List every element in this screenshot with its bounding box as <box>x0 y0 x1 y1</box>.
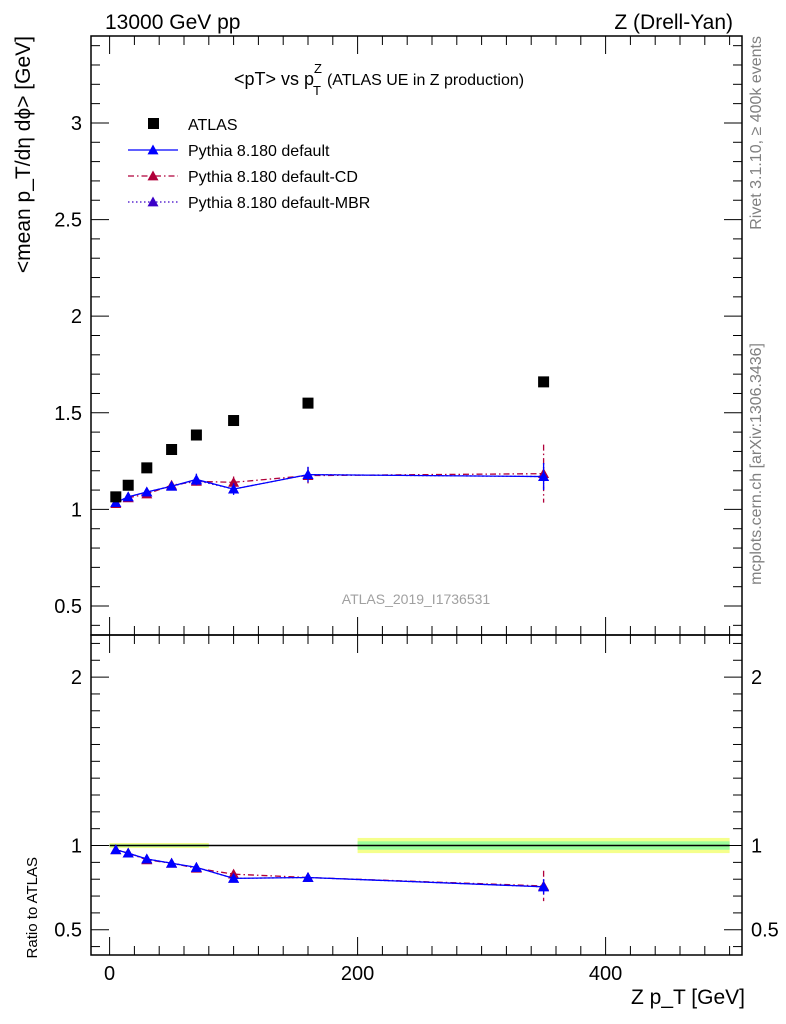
main-atlas-point <box>302 397 314 409</box>
ratio-ytick-label-right: 1 <box>751 836 762 858</box>
main-atlas-point <box>228 415 240 427</box>
legend-entry-label: Pythia 8.180 default <box>188 143 330 160</box>
legend-marker <box>147 144 159 155</box>
legend-marker <box>147 170 159 181</box>
mcplots-label: mcplots.cern.ch [arXiv:1306.3436] <box>748 343 765 585</box>
ratio-ytick-label-right: 0.5 <box>751 920 779 942</box>
legend-entry-label: Pythia 8.180 default-CD <box>188 169 358 186</box>
main-series-point <box>122 491 134 502</box>
ratio-bands <box>109 837 730 854</box>
main-ytick-label: 1.5 <box>54 403 82 425</box>
xlabel: Z p_T [GeV] <box>631 986 745 1009</box>
legend: ATLAS Pythia 8.180 default Pythia 8.180 de… <box>128 117 370 212</box>
ratio-series-line <box>115 849 544 888</box>
title-superscript: Z <box>314 61 322 76</box>
main-series-line <box>115 473 544 504</box>
ratio-series-line <box>115 849 544 887</box>
ratio-ytick-label: 1 <box>71 836 82 858</box>
main-series-point <box>190 473 202 484</box>
ratio-series-point <box>122 847 134 858</box>
ratio-series-point <box>302 872 314 882</box>
main-ytick-label: 2.5 <box>54 210 82 232</box>
ratio-series-point <box>228 872 240 883</box>
axis-ticks: 0.5 1 1.5 2 2.5 3 0.5 1 2 0.5 1 2 0 200 400 <box>54 36 779 985</box>
main-atlas-point <box>166 444 178 456</box>
main-ytick-label: 0.5 <box>54 596 82 618</box>
main-series <box>110 376 550 509</box>
main-ylabel: <mean p_T/dη dϕ> [GeV] <box>12 36 35 273</box>
legend-entry-label: Pythia 8.180 default-MBR <box>188 195 370 212</box>
legend-entry-label: ATLAS <box>188 117 238 134</box>
xtick-label: 0 <box>104 963 115 985</box>
main-series-point <box>141 486 153 497</box>
main-atlas-point <box>190 429 202 441</box>
ratio-series-line <box>115 849 544 888</box>
ratio-series-point <box>190 861 202 872</box>
xtick-label: 400 <box>589 963 622 985</box>
ratio-ytick-label: 0.5 <box>54 920 82 942</box>
legend-marker <box>147 196 159 207</box>
ratio-series-point <box>141 853 153 864</box>
main-series-line <box>115 473 544 505</box>
rivet-label: Rivet 3.1.10, ≥ 400k events <box>748 36 765 230</box>
main-series-point <box>538 471 550 481</box>
main-atlas-point <box>110 491 122 503</box>
main-ytick-label: 2 <box>71 306 82 328</box>
main-series-line <box>115 473 544 504</box>
main-series-point <box>228 476 240 487</box>
ratio-ytick-label: 2 <box>71 667 82 689</box>
analysis-watermark: ATLAS_2019_I1736531 <box>342 591 491 607</box>
main-title: <pT> vs pZ T (ATLAS UE in Z production) <box>234 61 524 98</box>
header-right: Z (Drell-Yan) <box>614 11 733 34</box>
main-atlas-point <box>538 376 550 388</box>
ratio-series <box>110 844 550 902</box>
ratio-series-point <box>538 881 550 892</box>
main-atlas-point <box>141 462 153 474</box>
title-main-text: <pT> vs p <box>234 69 314 89</box>
main-ytick-label: 3 <box>71 113 82 135</box>
xtick-label: 200 <box>341 963 374 985</box>
main-atlas-point <box>122 479 134 491</box>
ratio-ylabel: Ratio to ATLAS <box>24 857 41 958</box>
main-series-point <box>228 483 240 494</box>
title-suffix: (ATLAS UE in Z production) <box>327 72 524 89</box>
ratio-ytick-label-right: 2 <box>751 667 762 689</box>
legend-marker-atlas <box>148 118 159 129</box>
header-left: 13000 GeV pp <box>105 11 240 34</box>
main-series-point <box>166 480 178 491</box>
main-series-point <box>302 469 314 480</box>
ratio-series-point <box>166 857 178 868</box>
ratio-series-point <box>110 844 122 855</box>
title-subscript: T <box>313 83 321 98</box>
main-ytick-label: 1 <box>71 499 82 521</box>
ratio-frame <box>90 634 743 956</box>
